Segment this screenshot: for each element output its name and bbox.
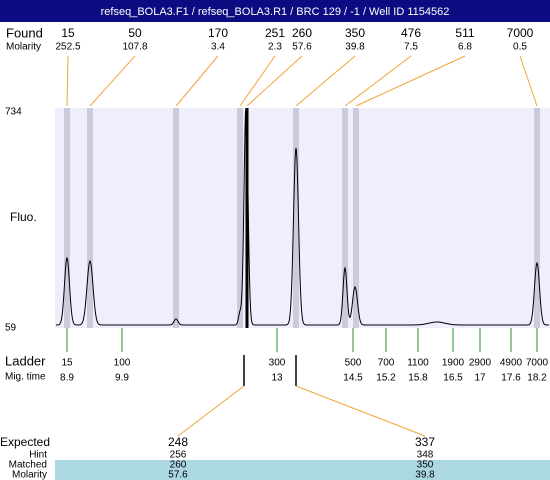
connector bbox=[66, 55, 69, 107]
matched-molarity-value: 39.8 bbox=[415, 470, 435, 480]
matched-molarity-value: 57.6 bbox=[168, 470, 188, 480]
mig-time-value: 17.6 bbox=[501, 373, 521, 384]
connector bbox=[177, 385, 245, 437]
molarity-value: 0.5 bbox=[513, 42, 527, 53]
fluorescence-trace bbox=[56, 107, 549, 326]
connector bbox=[519, 55, 538, 107]
molarity-value: 107.8 bbox=[122, 42, 147, 53]
mig-time-value: 8.9 bbox=[60, 373, 74, 384]
hint-value: 348 bbox=[417, 450, 434, 461]
peak-band bbox=[353, 108, 359, 328]
ladder-label: Ladder bbox=[5, 353, 46, 368]
connector bbox=[344, 55, 412, 107]
found-value: 7000 bbox=[507, 26, 534, 40]
peak-band bbox=[173, 108, 179, 328]
mig-time-value: 9.9 bbox=[115, 373, 129, 384]
molarity-label: Molarity bbox=[6, 42, 41, 53]
hint-value: 256 bbox=[170, 450, 187, 461]
molarity-value: 6.8 bbox=[458, 42, 472, 53]
ladder-value: 300 bbox=[269, 358, 286, 369]
connector bbox=[295, 385, 426, 437]
found-value: 260 bbox=[292, 26, 312, 40]
peak-band bbox=[64, 108, 70, 328]
mig-time-value: 16.5 bbox=[443, 373, 463, 384]
connector bbox=[355, 55, 466, 107]
ladder-value: 7000 bbox=[526, 358, 549, 369]
found-value: 251 bbox=[265, 26, 285, 40]
connector bbox=[239, 55, 276, 107]
header-bar bbox=[0, 0, 550, 22]
molarity-value: 7.5 bbox=[404, 42, 418, 53]
mig-time-value: 13 bbox=[271, 373, 283, 384]
y-max-label: 734 bbox=[5, 107, 22, 118]
found-value: 476 bbox=[401, 26, 421, 40]
connector bbox=[175, 55, 219, 107]
matched-band bbox=[55, 460, 550, 470]
connector bbox=[246, 55, 303, 107]
ladder-value: 700 bbox=[378, 358, 395, 369]
found-value: 350 bbox=[345, 26, 365, 40]
molarity-value: 252.5 bbox=[55, 42, 80, 53]
matched-value: 350 bbox=[417, 460, 434, 471]
mig-time-value: 15.8 bbox=[408, 373, 428, 384]
ladder-value: 4900 bbox=[500, 358, 523, 369]
peak-band bbox=[534, 108, 540, 328]
ladder-value: 500 bbox=[345, 358, 362, 369]
molarity-value: 57.6 bbox=[292, 42, 312, 53]
peak-band bbox=[293, 108, 299, 328]
matched-molarity-label: Molarity bbox=[12, 470, 47, 480]
plot-area bbox=[55, 108, 550, 328]
mig-time-label: Mig. time bbox=[5, 372, 46, 383]
molarity-value: 2.3 bbox=[268, 42, 282, 53]
ladder-value: 2900 bbox=[469, 358, 492, 369]
molarity-band bbox=[55, 470, 550, 480]
peak-band bbox=[87, 108, 93, 328]
peak-band bbox=[342, 108, 348, 328]
hint-label: Hint bbox=[29, 450, 47, 461]
expected-label: Expected bbox=[0, 435, 50, 449]
found-value: 15 bbox=[61, 26, 75, 40]
found-label: Found bbox=[6, 25, 43, 40]
ladder-value: 1900 bbox=[442, 358, 465, 369]
peak-band bbox=[237, 108, 243, 328]
y-axis-label: Fluo. bbox=[10, 210, 37, 224]
mig-time-value: 17 bbox=[474, 373, 486, 384]
ladder-value: 1100 bbox=[407, 358, 429, 369]
header-title: refseq_BOLA3.F1 / refseq_BOLA3.R1 / BRC … bbox=[101, 6, 450, 18]
mig-time-value: 18.2 bbox=[527, 373, 547, 384]
expected-value: 337 bbox=[415, 435, 435, 449]
matched-label: Matched bbox=[9, 460, 47, 471]
molarity-value: 39.8 bbox=[345, 42, 365, 53]
expected-value: 248 bbox=[168, 435, 188, 449]
found-value: 170 bbox=[208, 26, 228, 40]
mig-time-value: 14.5 bbox=[343, 373, 363, 384]
ladder-value: 15 bbox=[61, 358, 73, 369]
y-min-label: 59 bbox=[5, 323, 17, 334]
molarity-value: 3.4 bbox=[211, 42, 225, 53]
ladder-value: 100 bbox=[114, 358, 131, 369]
connector bbox=[89, 55, 136, 107]
mig-time-value: 15.2 bbox=[376, 373, 396, 384]
connector bbox=[295, 55, 356, 107]
found-value: 50 bbox=[128, 26, 142, 40]
found-value: 511 bbox=[455, 26, 474, 40]
matched-value: 260 bbox=[170, 460, 187, 471]
